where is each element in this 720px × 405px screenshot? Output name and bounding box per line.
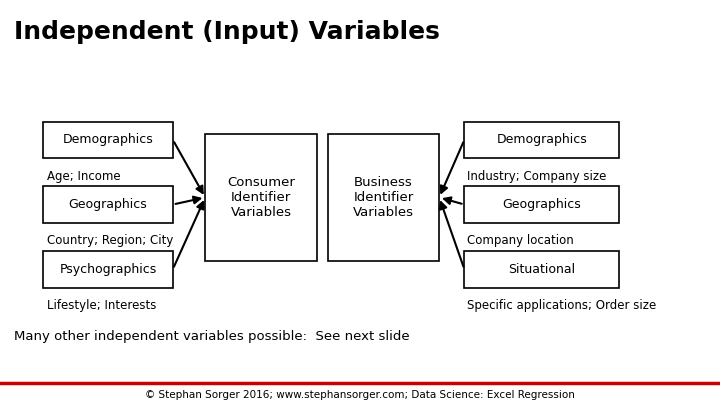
FancyBboxPatch shape: [464, 186, 619, 223]
Text: Country; Region; City: Country; Region; City: [47, 234, 174, 247]
Text: © Stephan Sorger 2016; www.stephansorger.com; Data Science: Excel Regression: © Stephan Sorger 2016; www.stephansorger…: [145, 390, 575, 400]
Text: Consumer
Identifier
Variables: Consumer Identifier Variables: [227, 176, 295, 219]
Text: Geographics: Geographics: [68, 198, 148, 211]
FancyBboxPatch shape: [205, 134, 317, 261]
Text: Situational: Situational: [508, 263, 575, 276]
FancyBboxPatch shape: [464, 122, 619, 158]
Text: Specific applications; Order size: Specific applications; Order size: [467, 299, 656, 312]
Text: Lifestyle; Interests: Lifestyle; Interests: [47, 299, 156, 312]
Text: Many other independent variables possible:  See next slide: Many other independent variables possibl…: [14, 330, 410, 343]
Text: Independent (Input) Variables: Independent (Input) Variables: [14, 20, 440, 44]
Text: Demographics: Demographics: [63, 133, 153, 146]
FancyBboxPatch shape: [328, 134, 439, 261]
Text: Demographics: Demographics: [496, 133, 588, 146]
FancyBboxPatch shape: [43, 251, 173, 288]
Text: Industry; Company size: Industry; Company size: [467, 170, 606, 183]
Text: Geographics: Geographics: [503, 198, 581, 211]
Text: Psychographics: Psychographics: [59, 263, 157, 276]
Text: Business
Identifier
Variables: Business Identifier Variables: [353, 176, 414, 219]
FancyBboxPatch shape: [43, 186, 173, 223]
Text: Age; Income: Age; Income: [47, 170, 120, 183]
FancyBboxPatch shape: [464, 251, 619, 288]
FancyBboxPatch shape: [43, 122, 173, 158]
Text: Company location: Company location: [467, 234, 573, 247]
